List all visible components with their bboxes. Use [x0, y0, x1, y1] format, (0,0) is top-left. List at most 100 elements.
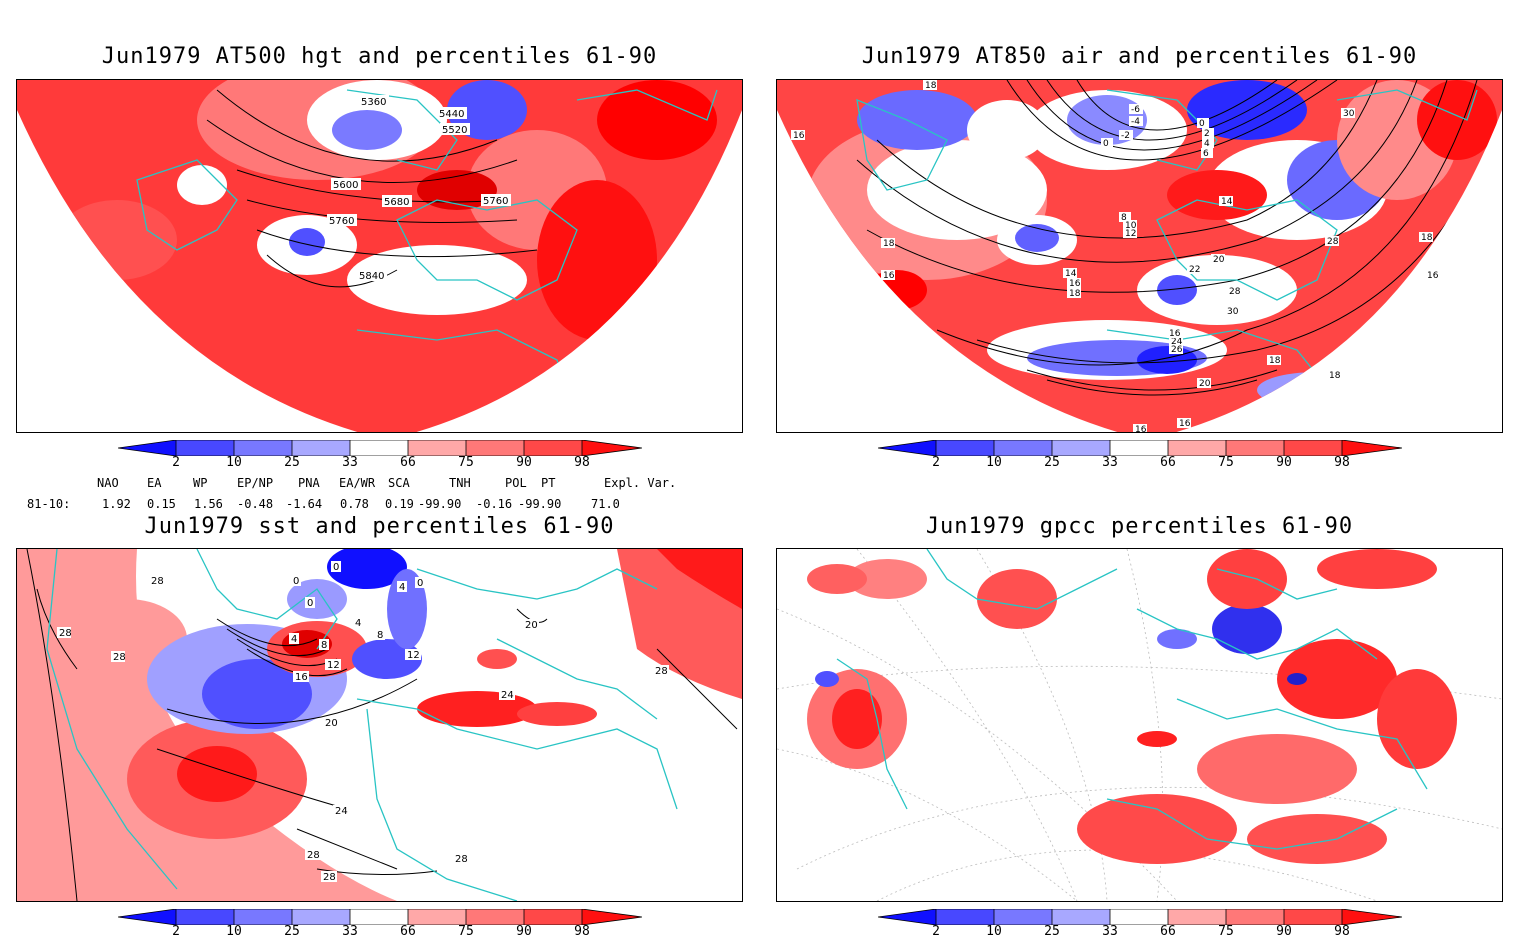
colorbar-tick: 90 [1276, 924, 1292, 939]
contour-label: 4 [397, 581, 407, 593]
colorbar-tick: 2 [932, 924, 940, 939]
contour-label: 5520 [440, 123, 470, 136]
contour-label: 8 [319, 639, 329, 651]
contour-label: 14 [1219, 196, 1233, 207]
svg-text:26: 26 [1171, 345, 1183, 355]
contour-label: 5760 [481, 194, 511, 207]
contour-label: 24 [499, 689, 515, 701]
colorbar-tick: 10 [986, 924, 1002, 939]
contour-label: 28 [149, 575, 164, 587]
stats-header: NAO [97, 476, 119, 490]
svg-text:30: 30 [1227, 307, 1239, 317]
svg-text:18: 18 [1329, 371, 1341, 381]
stats-value: 0.78 [340, 497, 369, 511]
colorbar-bottom-left: 2 10 25 33 66 75 90 98 [117, 908, 643, 940]
colorbar-tick: 33 [342, 924, 358, 939]
svg-text:28: 28 [1229, 287, 1241, 297]
colorbar-tick: 25 [1044, 924, 1060, 939]
svg-text:18: 18 [1269, 356, 1281, 366]
contour-label: 8 [1119, 212, 1131, 223]
map-hgt500: 5360 5440 5520 5600 5680 5760 5760 5840 [16, 79, 743, 433]
contour-label: 18 [1327, 370, 1341, 381]
svg-text:5680: 5680 [384, 197, 409, 208]
colorbar-tick: 66 [400, 455, 416, 470]
stats-value: 1.56 [194, 497, 223, 511]
colorbar-tick: 90 [516, 924, 532, 939]
stats-value: -0.48 [237, 497, 274, 511]
contour-label: 16 [293, 671, 309, 683]
contour-label: 0 [291, 575, 301, 587]
contour-label: 0 [305, 597, 315, 609]
stats-header: Expl. Var. [604, 476, 677, 490]
colorbar-tick: 33 [1102, 924, 1118, 939]
svg-text:28: 28 [307, 850, 320, 861]
stats-value: 0.15 [147, 497, 176, 511]
contour-label: 0 [1197, 118, 1209, 129]
contour-label: 4 [353, 617, 363, 629]
colorbar-tick: 25 [284, 924, 300, 939]
contour-label: 2 [1202, 128, 1214, 139]
svg-text:12: 12 [327, 660, 340, 671]
svg-text:5840: 5840 [359, 271, 384, 282]
map-sst: 28 28 28 0 0 4 4 8 8 12 12 16 20 24 24 2… [16, 548, 743, 902]
contour-label: 16 [1167, 328, 1181, 339]
contour-label: 18 [1419, 232, 1433, 243]
colorbar-top-left: 2 10 25 33 66 75 90 98 [117, 439, 643, 472]
svg-text:24: 24 [335, 806, 348, 817]
contour-label: 5840 [357, 269, 387, 282]
stats-header: PT [541, 476, 556, 490]
svg-text:-4: -4 [1131, 117, 1140, 127]
stats-header: POL [505, 476, 527, 490]
stats-value: -99.90 [418, 497, 462, 511]
svg-text:16: 16 [1179, 419, 1191, 429]
svg-text:5360: 5360 [361, 97, 386, 108]
svg-text:28: 28 [323, 872, 336, 883]
contour-label: 12 [405, 649, 421, 661]
colorbar-tick: 75 [1218, 924, 1234, 939]
svg-text:18: 18 [883, 239, 895, 249]
contour-label: 24 [333, 805, 349, 817]
svg-text:18: 18 [1069, 289, 1081, 299]
colorbar-tick: 75 [1218, 455, 1234, 470]
colorbar-tick: 25 [1044, 455, 1060, 470]
svg-text:5760: 5760 [483, 196, 508, 207]
contour-label: 26 [1169, 344, 1183, 355]
svg-text:30: 30 [1343, 109, 1355, 119]
colorbar-tick: 2 [932, 455, 940, 470]
stats-value: -99.90 [518, 497, 562, 511]
svg-text:22: 22 [1189, 265, 1200, 275]
svg-text:5600: 5600 [333, 180, 358, 191]
colorbar-bottom-right: 2 10 25 33 66 75 90 98 [877, 908, 1403, 940]
contour-label: 28 [1227, 286, 1241, 297]
contour-label: 24 [1169, 336, 1183, 347]
colorbar-tick: 33 [342, 455, 358, 470]
contour-label: 28 [1325, 236, 1339, 247]
svg-text:4: 4 [399, 582, 405, 593]
contour-label: 16 [1177, 418, 1191, 429]
panel-title-hgt500: Jun1979 AT500 hgt and percentiles 61-90 [101, 44, 658, 69]
svg-text:16: 16 [883, 271, 895, 281]
stats-value: -0.16 [476, 497, 513, 511]
svg-text:28: 28 [113, 652, 126, 663]
svg-text:24: 24 [501, 690, 514, 701]
svg-text:18: 18 [925, 81, 937, 91]
colorbar-tick: 10 [986, 455, 1002, 470]
svg-text:0: 0 [333, 562, 339, 573]
contour-label: 12 [325, 659, 341, 671]
contour-label: 20 [1197, 378, 1211, 389]
stats-header: EA [147, 476, 162, 490]
stats-row-label: 81-10: [27, 497, 71, 511]
contour-label: 30 [1225, 306, 1239, 317]
svg-text:14: 14 [1221, 197, 1233, 207]
stats-header: WP [193, 476, 208, 490]
svg-text:16: 16 [1135, 425, 1147, 432]
contour-label: 5440 [437, 107, 467, 120]
svg-text:4: 4 [1204, 139, 1210, 149]
svg-text:10: 10 [1125, 221, 1137, 231]
stats-value: 71.0 [591, 497, 620, 511]
contour-label: 20 [323, 717, 339, 729]
svg-text:0: 0 [1199, 119, 1205, 129]
colorbar-tick: 10 [226, 924, 242, 939]
stats-value: 1.92 [102, 497, 131, 511]
svg-text:20: 20 [1199, 379, 1211, 389]
